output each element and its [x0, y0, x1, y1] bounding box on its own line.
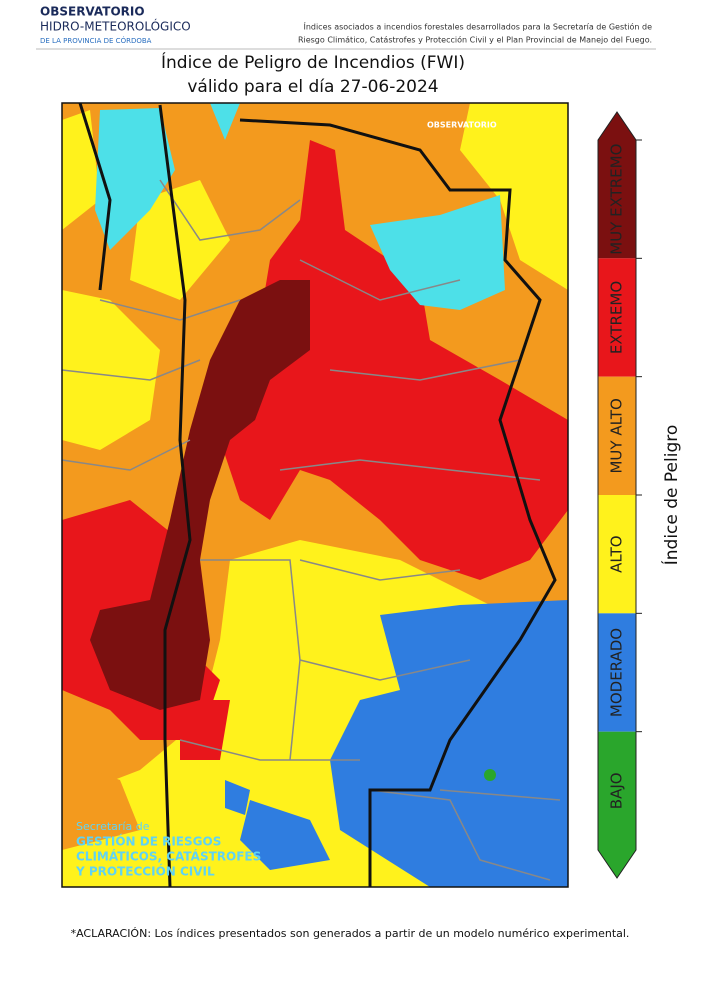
- legend-swatch: [598, 495, 636, 614]
- legend-label: MUY EXTREMO: [608, 144, 626, 255]
- legend-title: Índice de Peligro: [660, 425, 682, 566]
- watermark-top: OBSERVATORIO: [427, 121, 497, 130]
- subtitle: válido para el día 27-06-2024: [187, 77, 438, 97]
- footnote: *ACLARACIÓN: Los índices presentados son…: [71, 927, 630, 940]
- org-line1: OBSERVATORIO: [40, 5, 145, 19]
- title: Índice de Peligro de Incendios (FWI): [161, 51, 465, 73]
- org-line3: DE LA PROVINCIA DE CÓRDOBA: [40, 36, 152, 45]
- map-frame: [61, 102, 569, 888]
- org-line2: HIDRO-METEOROLÓGICO: [40, 19, 191, 34]
- legend-label: MODERADO: [608, 628, 626, 717]
- description: Riesgo Climático, Catástrofes y Protecci…: [298, 35, 652, 45]
- watermark-line: Secretaría de: [76, 820, 150, 833]
- legend: MUY EXTREMO EXTREMO MUY ALTO ALTO MODERADO BA…: [597, 111, 642, 879]
- watermark-line: CLIMÁTICOS, CATÁSTROFES: [76, 849, 261, 864]
- description: Índices asociados a incendios forestales…: [303, 21, 652, 32]
- legend-swatch: [598, 731, 636, 850]
- legend-arrow: [598, 112, 636, 140]
- legend-label: EXTREMO: [608, 281, 626, 354]
- legend-arrow: [598, 850, 636, 878]
- legend-swatch: [598, 258, 636, 377]
- legend-swatch: [598, 376, 636, 495]
- legend-swatch: [598, 613, 636, 732]
- legend-label: ALTO: [608, 535, 626, 573]
- legend-label: BAJO: [608, 772, 626, 809]
- watermark-line: GESTIÓN DE RIESGOS: [76, 834, 221, 849]
- legend-outline: [597, 111, 637, 879]
- watermark-line: Y PROTECCIÓN CIVIL: [75, 864, 215, 879]
- legend-label: MUY ALTO: [608, 398, 626, 473]
- legend-swatch: [598, 140, 636, 259]
